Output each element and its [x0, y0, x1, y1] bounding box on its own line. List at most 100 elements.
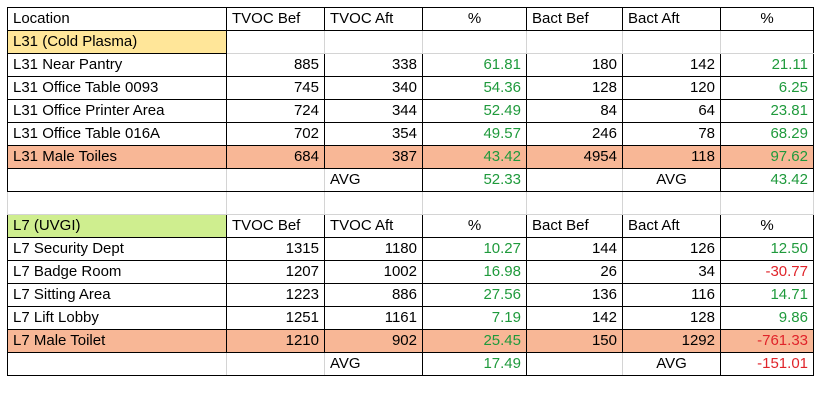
tvoc-after-cell[interactable]: 902 [324, 329, 423, 353]
bact-avg-value[interactable]: -151.01 [720, 352, 814, 376]
empty-cell[interactable] [324, 30, 423, 54]
tvoc-before-cell[interactable]: 1207 [226, 260, 325, 284]
bact-after-cell[interactable]: 118 [622, 145, 721, 169]
header-bact-aft[interactable]: Bact Aft [622, 214, 721, 238]
tvoc-after-cell[interactable]: 340 [324, 76, 423, 100]
bact-pct-cell[interactable]: 12.50 [720, 237, 814, 261]
empty-cell[interactable] [226, 168, 325, 192]
tvoc-pct-cell[interactable]: 25.45 [422, 329, 527, 353]
bact-after-cell[interactable]: 120 [622, 76, 721, 100]
bact-after-cell[interactable]: 34 [622, 260, 721, 284]
empty-cell[interactable] [526, 352, 623, 376]
header-tvoc-bef[interactable]: TVOC Bef [226, 214, 325, 238]
bact-avg-value[interactable]: 43.42 [720, 168, 814, 192]
empty-cell[interactable] [7, 191, 227, 215]
empty-cell[interactable] [422, 30, 527, 54]
header-tvoc-aft[interactable]: TVOC Aft [324, 7, 423, 31]
empty-cell[interactable] [622, 191, 721, 215]
empty-cell[interactable] [526, 191, 623, 215]
bact-before-cell[interactable]: 4954 [526, 145, 623, 169]
empty-cell[interactable] [226, 30, 325, 54]
bact-before-cell[interactable]: 84 [526, 99, 623, 123]
tvoc-pct-cell[interactable]: 54.36 [422, 76, 527, 100]
bact-pct-cell[interactable]: -761.33 [720, 329, 814, 353]
location-cell[interactable]: L7 Lift Lobby [7, 306, 227, 330]
empty-cell[interactable] [324, 191, 423, 215]
location-cell[interactable]: L7 Badge Room [7, 260, 227, 284]
bact-pct-cell[interactable]: 23.81 [720, 99, 814, 123]
tvoc-after-cell[interactable]: 354 [324, 122, 423, 146]
bact-pct-cell[interactable]: 21.11 [720, 53, 814, 77]
bact-after-cell[interactable]: 126 [622, 237, 721, 261]
location-cell[interactable]: L7 Security Dept [7, 237, 227, 261]
bact-pct-cell[interactable]: 9.86 [720, 306, 814, 330]
bact-pct-cell[interactable]: 6.25 [720, 76, 814, 100]
empty-cell[interactable] [7, 168, 227, 192]
header-tvoc-pct[interactable]: % [422, 214, 527, 238]
tvoc-pct-cell[interactable]: 10.27 [422, 237, 527, 261]
bact-after-cell[interactable]: 78 [622, 122, 721, 146]
header-bact-bef[interactable]: Bact Bef [526, 7, 623, 31]
avg-label[interactable]: AVG [324, 352, 423, 376]
tvoc-after-cell[interactable]: 886 [324, 283, 423, 307]
location-cell[interactable]: L31 Office Table 0093 [7, 76, 227, 100]
tvoc-before-cell[interactable]: 1315 [226, 237, 325, 261]
tvoc-before-cell[interactable]: 745 [226, 76, 325, 100]
bact-before-cell[interactable]: 128 [526, 76, 623, 100]
bact-before-cell[interactable]: 144 [526, 237, 623, 261]
bact-after-cell[interactable]: 1292 [622, 329, 721, 353]
location-cell[interactable]: L31 Male Toiles [7, 145, 227, 169]
header-tvoc-bef[interactable]: TVOC Bef [226, 7, 325, 31]
section1-title[interactable]: L31 (Cold Plasma) [7, 30, 227, 54]
header-bact-pct[interactable]: % [720, 214, 814, 238]
tvoc-after-cell[interactable]: 344 [324, 99, 423, 123]
tvoc-pct-cell[interactable]: 43.42 [422, 145, 527, 169]
location-cell[interactable]: L31 Office Table 016A [7, 122, 227, 146]
tvoc-before-cell[interactable]: 724 [226, 99, 325, 123]
bact-before-cell[interactable]: 180 [526, 53, 623, 77]
location-cell[interactable]: L7 Male Toilet [7, 329, 227, 353]
tvoc-pct-cell[interactable]: 27.56 [422, 283, 527, 307]
location-cell[interactable]: L31 Office Printer Area [7, 99, 227, 123]
bact-pct-cell[interactable]: 97.62 [720, 145, 814, 169]
location-cell[interactable]: L7 Sitting Area [7, 283, 227, 307]
empty-cell[interactable] [720, 191, 814, 215]
tvoc-before-cell[interactable]: 684 [226, 145, 325, 169]
tvoc-before-cell[interactable]: 1251 [226, 306, 325, 330]
tvoc-after-cell[interactable]: 1161 [324, 306, 423, 330]
tvoc-pct-cell[interactable]: 61.81 [422, 53, 527, 77]
tvoc-before-cell[interactable]: 1223 [226, 283, 325, 307]
empty-cell[interactable] [720, 30, 814, 54]
tvoc-after-cell[interactable]: 387 [324, 145, 423, 169]
bact-before-cell[interactable]: 26 [526, 260, 623, 284]
tvoc-pct-cell[interactable]: 52.49 [422, 99, 527, 123]
bact-pct-cell[interactable]: 68.29 [720, 122, 814, 146]
tvoc-before-cell[interactable]: 1210 [226, 329, 325, 353]
empty-cell[interactable] [526, 30, 623, 54]
bact-after-cell[interactable]: 128 [622, 306, 721, 330]
bact-before-cell[interactable]: 150 [526, 329, 623, 353]
bact-before-cell[interactable]: 246 [526, 122, 623, 146]
header-bact-bef[interactable]: Bact Bef [526, 214, 623, 238]
empty-cell[interactable] [226, 191, 325, 215]
header-location[interactable]: Location [7, 7, 227, 31]
header-tvoc-pct[interactable]: % [422, 7, 527, 31]
location-cell[interactable]: L31 Near Pantry [7, 53, 227, 77]
tvoc-before-cell[interactable]: 702 [226, 122, 325, 146]
bact-pct-cell[interactable]: -30.77 [720, 260, 814, 284]
bact-after-cell[interactable]: 116 [622, 283, 721, 307]
avg-label[interactable]: AVG [622, 168, 721, 192]
bact-pct-cell[interactable]: 14.71 [720, 283, 814, 307]
empty-cell[interactable] [622, 30, 721, 54]
avg-label[interactable]: AVG [324, 168, 423, 192]
bact-after-cell[interactable]: 64 [622, 99, 721, 123]
tvoc-pct-cell[interactable]: 16.98 [422, 260, 527, 284]
tvoc-avg-value[interactable]: 17.49 [422, 352, 527, 376]
header-bact-aft[interactable]: Bact Aft [622, 7, 721, 31]
bact-before-cell[interactable]: 142 [526, 306, 623, 330]
tvoc-avg-value[interactable]: 52.33 [422, 168, 527, 192]
empty-cell[interactable] [526, 168, 623, 192]
tvoc-after-cell[interactable]: 1180 [324, 237, 423, 261]
empty-cell[interactable] [422, 191, 527, 215]
empty-cell[interactable] [7, 352, 227, 376]
